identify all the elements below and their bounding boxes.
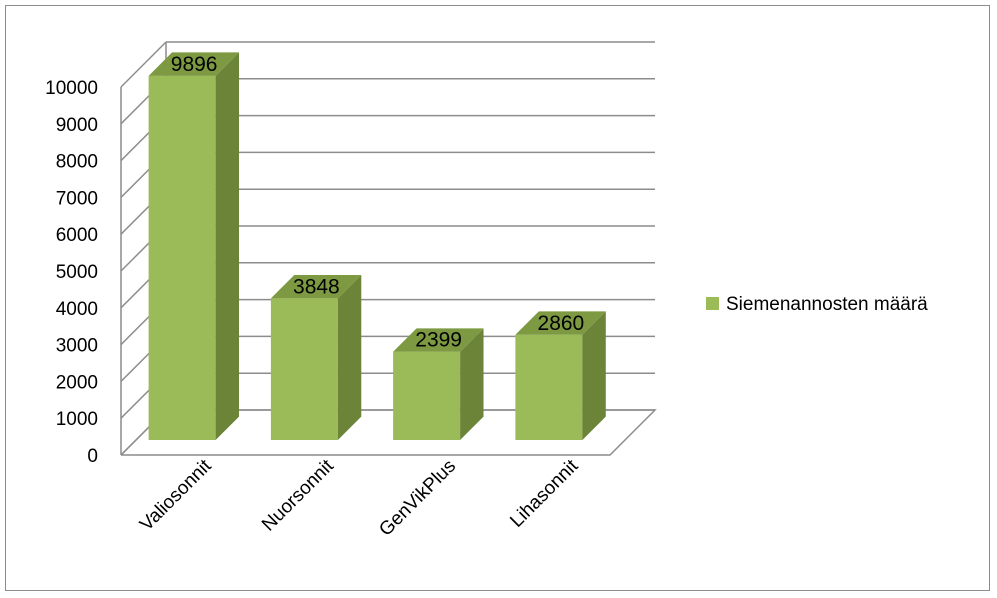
legend-swatch (706, 297, 719, 310)
x-tick-label: GenVikPlus (375, 456, 460, 541)
bar-top (270, 274, 362, 299)
bar-top (393, 328, 484, 352)
bar-side (582, 311, 606, 440)
legend-label: Siemenannosten määrä (726, 294, 928, 315)
bar-side (460, 328, 484, 440)
y-tick-label: 3000 (56, 336, 98, 357)
y-tick-label: 6000 (56, 225, 98, 246)
y-tick-label: 4000 (56, 299, 98, 320)
x-tick-label: Nuorsonnit (258, 455, 338, 535)
y-tick-label: 8000 (56, 152, 98, 173)
y-tick-label: 5000 (56, 262, 98, 283)
y-axis-ticks: 0 1000 2000 3000 4000 5000 6000 7000 8000 9000 100… (45, 78, 98, 467)
bar-side (337, 274, 362, 440)
bar-side (215, 52, 240, 441)
data-label: 2860 (538, 312, 585, 335)
bar-front (393, 351, 461, 440)
x-tick-label: Valiosonnit (136, 455, 216, 535)
data-label: 3848 (293, 275, 340, 298)
bar-top (515, 311, 606, 335)
data-labels: 9896 3848 2399 2860 (171, 53, 584, 352)
y-tick-label: 1000 (56, 409, 98, 430)
legend: Siemenannosten määrä (706, 294, 928, 315)
bar-front (515, 334, 583, 440)
y-tick-label: 2000 (56, 372, 98, 393)
data-label: 9896 (171, 53, 218, 76)
y-tick-label: 0 (87, 446, 98, 467)
bars (148, 52, 606, 441)
gridline-diagonal (120, 41, 167, 88)
x-axis-categories: Valiosonnit Nuorsonnit GenVikPlus Lihasonni… (136, 455, 583, 540)
bar-front (270, 298, 338, 440)
y-tick-label: 7000 (56, 188, 98, 209)
y-tick-label: 10000 (45, 78, 98, 99)
bar-top (148, 52, 240, 76)
bar-front (148, 75, 216, 440)
data-label: 2399 (415, 329, 462, 352)
x-tick-label: Lihasonnit (506, 455, 583, 532)
y-tick-label: 9000 (56, 115, 98, 136)
